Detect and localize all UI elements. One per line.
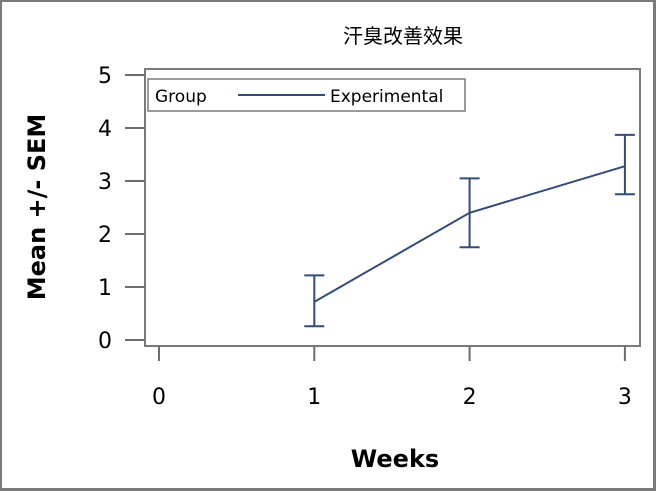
x-tick-label: 0 [152,385,166,410]
x-axis: 0 1 2 3 [152,346,632,410]
chart-title: 汗臭改善效果 [343,24,463,48]
x-tick-label: 2 [463,385,477,410]
x-tick-label: 1 [307,385,321,410]
y-tick-label: 1 [98,276,112,301]
error-bar [459,177,480,249]
error-bar [614,133,635,196]
error-bar [304,274,325,328]
plot-area [144,68,641,347]
x-axis-title: Weeks [351,445,439,473]
legend-title: Group [155,87,207,107]
y-axis-title: Mean +/- SEM [23,114,51,301]
series-experimental [304,133,635,328]
x-tick-label: 3 [618,385,632,410]
legend-entry-experimental: Experimental [330,87,443,107]
y-axis: 0 1 2 3 4 5 [98,64,145,354]
legend: Group Experimental [147,78,466,112]
y-tick-label: 2 [98,223,112,248]
y-tick-label: 4 [98,117,112,142]
y-tick-label: 5 [98,64,112,89]
y-tick-label: 3 [98,170,112,195]
y-tick-label: 0 [98,329,112,354]
